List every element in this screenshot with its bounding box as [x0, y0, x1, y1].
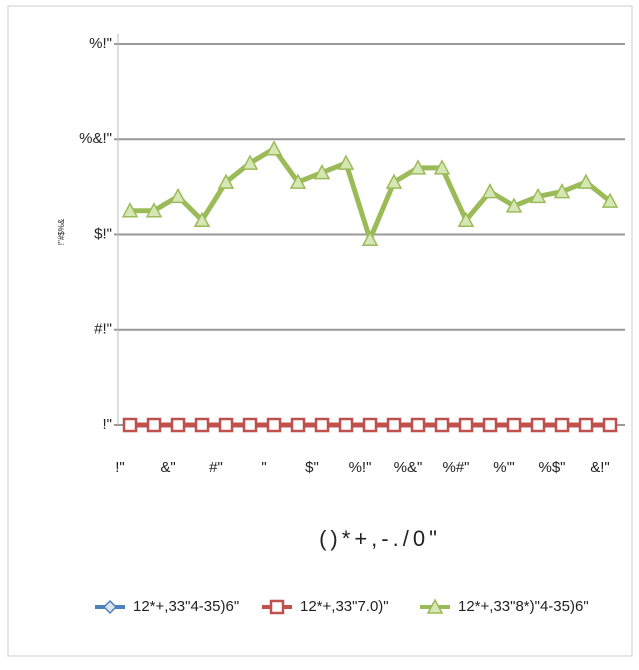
- marker: [386, 417, 402, 433]
- legend-label: 12*+,33"7.0)": [300, 598, 389, 615]
- x-tick-label: &": [160, 459, 175, 476]
- marker: [577, 173, 595, 189]
- marker: [362, 417, 378, 433]
- marker: [505, 197, 523, 213]
- marker: [554, 417, 570, 433]
- marker: [338, 417, 354, 433]
- marker: [530, 417, 546, 433]
- marker: [193, 211, 211, 227]
- marker: [602, 417, 618, 433]
- legend-marker: [426, 598, 444, 614]
- marker: [409, 159, 427, 175]
- marker: [553, 183, 571, 199]
- marker: [482, 417, 498, 433]
- legend-marker: [102, 599, 118, 615]
- x-tick-label: $": [305, 459, 319, 476]
- y-tick-label: !": [103, 416, 113, 433]
- y-tick-label: %!": [89, 35, 112, 52]
- marker: [313, 164, 331, 180]
- x-tick-label: %'": [493, 459, 515, 476]
- marker: [361, 230, 379, 247]
- marker: [481, 183, 499, 199]
- marker: [289, 173, 307, 189]
- legend-label: 12*+,33"4-35)6": [133, 598, 239, 615]
- y-tick-label: %&!": [79, 130, 112, 147]
- y-tick-label: $!": [94, 225, 112, 242]
- x-tick-label: %&": [394, 459, 423, 476]
- marker: [458, 417, 474, 433]
- x-tick-label: ": [261, 459, 266, 476]
- legend-marker: [269, 599, 285, 615]
- marker: [601, 192, 619, 208]
- marker: [217, 173, 235, 189]
- marker: [433, 159, 451, 175]
- marker: [529, 187, 547, 204]
- x-tick-label: %!": [349, 459, 372, 476]
- marker: [241, 154, 259, 170]
- marker: [578, 417, 594, 433]
- x-tick-label: &!": [590, 459, 610, 476]
- marker: [290, 417, 306, 433]
- y-axis-label: !"#$%&: [57, 218, 66, 245]
- marker: [122, 417, 138, 433]
- x-tick-label: !": [115, 459, 125, 476]
- marker: [506, 417, 522, 433]
- marker: [145, 202, 163, 218]
- marker: [169, 187, 187, 204]
- marker: [121, 202, 139, 218]
- marker: [242, 417, 258, 433]
- marker: [194, 417, 210, 433]
- marker: [218, 417, 234, 433]
- marker: [434, 417, 450, 433]
- marker: [457, 211, 475, 227]
- frame: [7, 5, 633, 657]
- marker: [337, 154, 355, 170]
- x-tick-label: %#": [442, 459, 469, 476]
- marker: [314, 417, 330, 433]
- x-tick-label: %$": [538, 459, 565, 476]
- marker: [170, 417, 186, 433]
- marker: [385, 173, 403, 189]
- marker: [265, 140, 283, 156]
- marker: [266, 417, 282, 433]
- x-tick-label: #": [209, 459, 223, 476]
- marker: [410, 417, 426, 433]
- x-axis-title: ()*+,-./0": [319, 526, 441, 551]
- legend-label: 12*+,33"8*)"4-35)6": [458, 598, 589, 615]
- marker: [146, 417, 162, 433]
- y-tick-label: #!": [94, 321, 112, 338]
